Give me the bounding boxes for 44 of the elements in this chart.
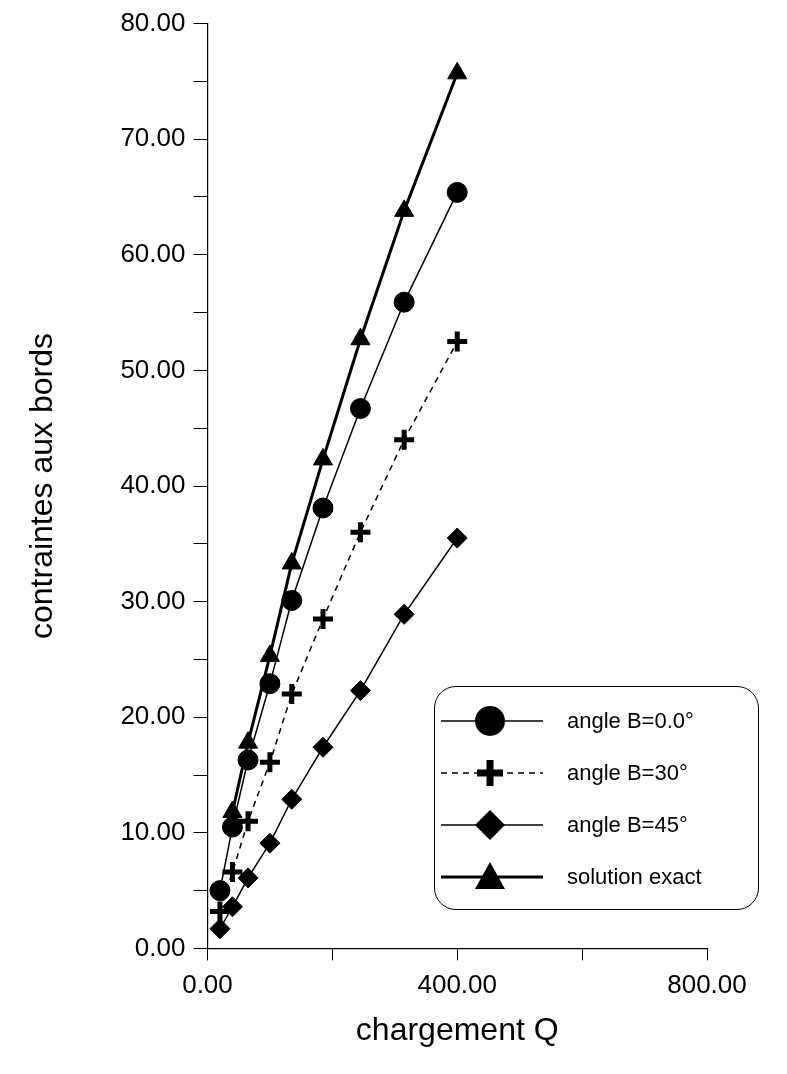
point — [279, 681, 305, 707]
point — [310, 606, 336, 632]
x-tick-label: 800.00 — [667, 969, 747, 1000]
point — [349, 398, 371, 420]
y-tick-label: 60.00 — [120, 237, 186, 268]
y-tick-label: 70.00 — [120, 122, 186, 153]
point — [393, 291, 415, 313]
y-tick-label: 80.00 — [120, 6, 186, 37]
y-tick-label: 50.00 — [120, 353, 186, 384]
point — [446, 181, 468, 203]
x-tick-label: 400.00 — [417, 969, 497, 1000]
point — [219, 859, 245, 885]
point — [444, 329, 470, 354]
point — [221, 816, 243, 838]
legend-label: angle B=30° — [567, 759, 688, 788]
point — [237, 867, 259, 889]
point — [349, 680, 371, 702]
point — [391, 427, 417, 453]
point — [207, 898, 233, 924]
point — [347, 519, 373, 545]
x-axis-title: chargement Q — [355, 1010, 559, 1047]
y-tick-label: 0.00 — [134, 931, 186, 962]
point — [259, 673, 281, 695]
point — [312, 497, 334, 519]
legend-label: solution exact — [567, 863, 702, 892]
point — [209, 880, 231, 902]
point — [259, 832, 281, 854]
y-tick-label: 20.00 — [120, 700, 186, 731]
x-tick-label: 0.00 — [182, 969, 233, 1000]
y-tick-label: 30.00 — [120, 584, 186, 615]
point — [281, 589, 303, 611]
point — [312, 736, 334, 758]
point — [237, 749, 259, 771]
y-tick-label: 10.00 — [120, 815, 186, 846]
legend-label: angle B=0.0° — [567, 707, 694, 736]
point — [281, 788, 303, 810]
point — [393, 603, 415, 625]
point — [257, 749, 283, 775]
y-axis-title: contraintes aux bords — [23, 333, 60, 639]
point — [446, 527, 468, 549]
point — [209, 918, 231, 940]
legend-label: angle B=45° — [567, 811, 688, 840]
point — [221, 896, 243, 918]
y-tick-label: 40.00 — [120, 469, 186, 500]
